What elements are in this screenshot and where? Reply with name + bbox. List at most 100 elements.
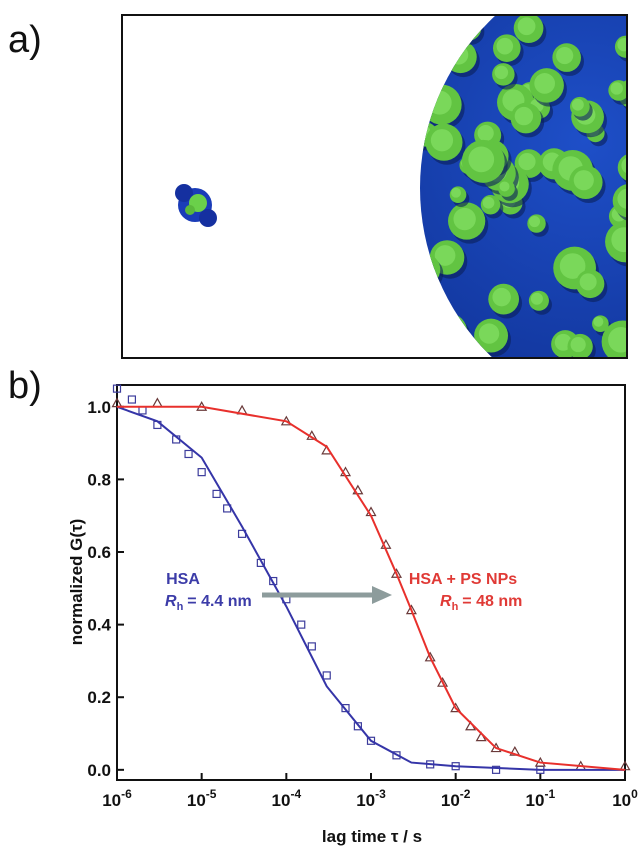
corona-highlight: [468, 146, 495, 173]
protein-part: [199, 209, 217, 227]
data-point: [491, 765, 501, 774]
annotation-text: = 48 nm: [462, 593, 522, 610]
corona-highlight: [530, 292, 543, 305]
annotation: HSA + PS NPs: [409, 571, 517, 588]
y-tick-label: 0.8: [87, 470, 111, 489]
panel-label: a): [8, 19, 42, 61]
corona-highlight: [621, 156, 627, 174]
annotation-arrowhead: [372, 586, 392, 604]
corona-highlight: [629, 321, 638, 343]
corona-shadow: [632, 284, 638, 315]
tick-exponent: -6: [121, 787, 132, 801]
tick-base: 10: [612, 791, 631, 810]
annotation: Rh = 4.4 nm: [165, 593, 252, 613]
protein: [175, 184, 217, 227]
y-axis-label: normalized G(τ): [67, 519, 86, 646]
x-tick-label: 10-3: [356, 787, 386, 810]
tick-exponent: -1: [544, 787, 555, 801]
corona-highlight: [517, 17, 536, 36]
data-point: [437, 676, 449, 687]
corona-highlight: [610, 82, 623, 95]
corona-protein: [629, 280, 638, 311]
data-point: [197, 468, 206, 477]
corona-highlight: [499, 181, 510, 192]
tick-exponent: -5: [206, 787, 217, 801]
illustration: [122, 15, 638, 358]
corona-highlight: [571, 98, 584, 111]
tick-exponent: 0: [631, 787, 638, 801]
corona-highlight: [617, 38, 627, 52]
corona-shadow: [632, 98, 638, 123]
data-point: [112, 384, 122, 393]
annotation: HSA: [166, 571, 200, 588]
data-point: [322, 671, 331, 680]
corona-highlight: [633, 284, 638, 303]
tick-exponent: -4: [290, 787, 301, 801]
data-point: [184, 449, 193, 459]
corona-highlight: [496, 37, 514, 55]
tick-exponent: -2: [460, 787, 471, 801]
corona-highlight: [518, 153, 536, 171]
corona-highlight: [453, 207, 476, 231]
y-tick-label: 0.6: [87, 543, 111, 562]
annotation-subscript: h: [452, 601, 459, 613]
corona-highlight: [430, 129, 454, 152]
annotation-symbol: R: [440, 593, 452, 610]
corona-highlight: [608, 327, 627, 353]
data-point: [390, 568, 403, 578]
data-point: [138, 406, 147, 415]
fit-line: [117, 405, 626, 771]
tick-base: 10: [102, 791, 121, 810]
data-point: [151, 397, 163, 408]
annotation: Rh = 48 nm: [440, 593, 522, 613]
protein-part: [185, 205, 195, 215]
corona-highlight: [632, 97, 638, 112]
corona-highlight: [514, 106, 534, 126]
corona-highlight: [482, 196, 495, 209]
corona-highlight: [534, 73, 556, 94]
corona-highlight: [617, 188, 627, 209]
annotation-symbol: R: [165, 593, 177, 610]
corona-highlight: [434, 245, 456, 266]
corona-shadow: [626, 319, 627, 357]
corona-highlight: [573, 170, 594, 191]
data-point: [450, 702, 462, 713]
corona-highlight: [633, 194, 638, 210]
data-point: [307, 642, 316, 651]
data-point: [490, 742, 502, 753]
tick-base: 10: [526, 791, 545, 810]
corona-highlight: [478, 323, 500, 344]
x-axis-label: lag time τ / s: [322, 827, 422, 846]
corona-highlight: [477, 125, 494, 142]
data-point: [127, 395, 137, 404]
corona-protein: [630, 191, 638, 218]
fit-line: [116, 405, 625, 771]
x-tick-label: 10-1: [526, 787, 556, 810]
annotation-text: = 4.4 nm: [187, 593, 251, 610]
corona-highlight: [611, 227, 627, 253]
x-tick-label: 100: [612, 787, 638, 810]
y-tick-label: 0.2: [87, 688, 111, 707]
tick-base: 10: [356, 791, 375, 810]
protein-part: [175, 184, 193, 202]
x-tick-label: 10-2: [441, 787, 471, 810]
corona-highlight: [451, 187, 462, 198]
panel-frame: [121, 14, 628, 359]
data-point: [341, 704, 350, 713]
tick-exponent: -3: [375, 787, 386, 801]
corona-highlight: [494, 65, 509, 80]
corona-highlight: [579, 273, 597, 291]
corona-highlight: [559, 253, 586, 279]
corona-highlight: [570, 336, 586, 353]
annotation-subscript: h: [177, 601, 184, 613]
x-tick-label: 10-4: [272, 787, 302, 810]
data-point: [424, 651, 436, 662]
panel-label: b): [8, 365, 42, 407]
corona-highlight: [528, 216, 541, 228]
y-tick-label: 0.4: [87, 616, 111, 635]
plot-area: 0.00.20.40.60.81.010-6 10-5 10-4 10-3 10-2 10…: [87, 384, 638, 810]
x-tick-label: 10-6: [102, 787, 132, 810]
corona-highlight: [593, 316, 604, 327]
